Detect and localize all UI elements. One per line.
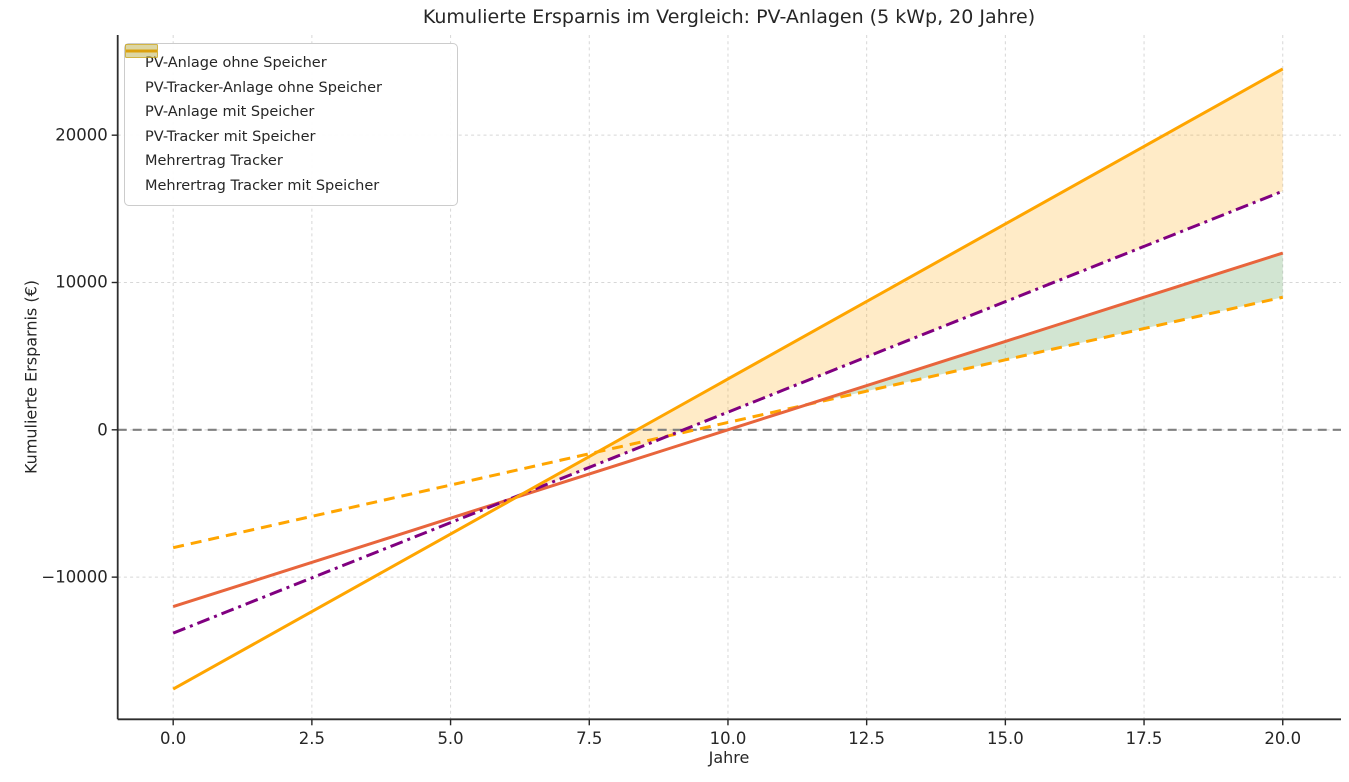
x-tick-label: 2.5	[298, 729, 325, 749]
x-tick-label: 15.0	[986, 729, 1024, 749]
series-line-3	[172, 67, 1284, 691]
legend-label: PV-Anlage mit Speicher	[145, 104, 315, 121]
y-axis-label: Kumulierte Ersparnis (€)	[21, 279, 41, 475]
series-line-2	[172, 189, 1284, 635]
x-axis-label: Jahre	[708, 748, 750, 767]
chart-title: Kumulierte Ersparnis im Vergleich: PV-An…	[422, 6, 1036, 28]
x-tick-label: 0.0	[160, 729, 187, 749]
axes-spines	[111, 35, 1341, 726]
legend-orange-patch-icon	[125, 44, 158, 58]
y-tick-label: −10000	[41, 567, 108, 587]
series-line-0	[172, 295, 1284, 550]
x-tick-label: 12.5	[848, 729, 886, 749]
legend-label: PV-Tracker-Anlage ohne Speicher	[145, 79, 382, 96]
legend-item-pv-anlage-mit-speicher: PV-Anlage mit Speicher	[126, 49, 447, 125]
series-line-1	[172, 251, 1284, 609]
legend-label: PV-Tracker mit Speicher	[145, 128, 316, 145]
legend: PV-Anlage ohne Speicher PV-Tracker-Anlag…	[124, 43, 458, 206]
x-tick-label: 7.5	[576, 729, 603, 749]
x-tick-label: 17.5	[1125, 729, 1163, 749]
legend-item-pv-ohne-speicher: PV-Anlage ohne Speicher	[126, 49, 447, 76]
legend-item-pv-tracker-mit-speicher: PV-Tracker mit Speicher	[126, 49, 447, 150]
x-tick-label: 5.0	[437, 729, 464, 749]
x-tick-label: 10.0	[709, 729, 747, 749]
y-tick-label: 0	[97, 420, 108, 440]
gridlines	[117, 35, 1341, 720]
legend-solid-line-icon	[126, 49, 157, 53]
legend-item-mehrertrag-tracker-speicher: Mehrertrag Tracker mit Speicher	[125, 44, 447, 199]
legend-label: Mehrertrag Tracker mit Speicher	[145, 177, 380, 194]
y-tick-label: 10000	[55, 272, 108, 292]
legend-label: PV-Anlage ohne Speicher	[145, 55, 327, 72]
legend-label: Mehrertrag Tracker	[145, 153, 283, 170]
legend-item-mehrertrag-tracker: Mehrertrag Tracker	[125, 44, 447, 174]
y-tick-label: 20000	[55, 125, 108, 145]
legend-item-pv-tracker-ohne-speicher: PV-Tracker-Anlage ohne Speicher	[126, 49, 447, 101]
x-tick-label: 20.0	[1264, 729, 1302, 749]
